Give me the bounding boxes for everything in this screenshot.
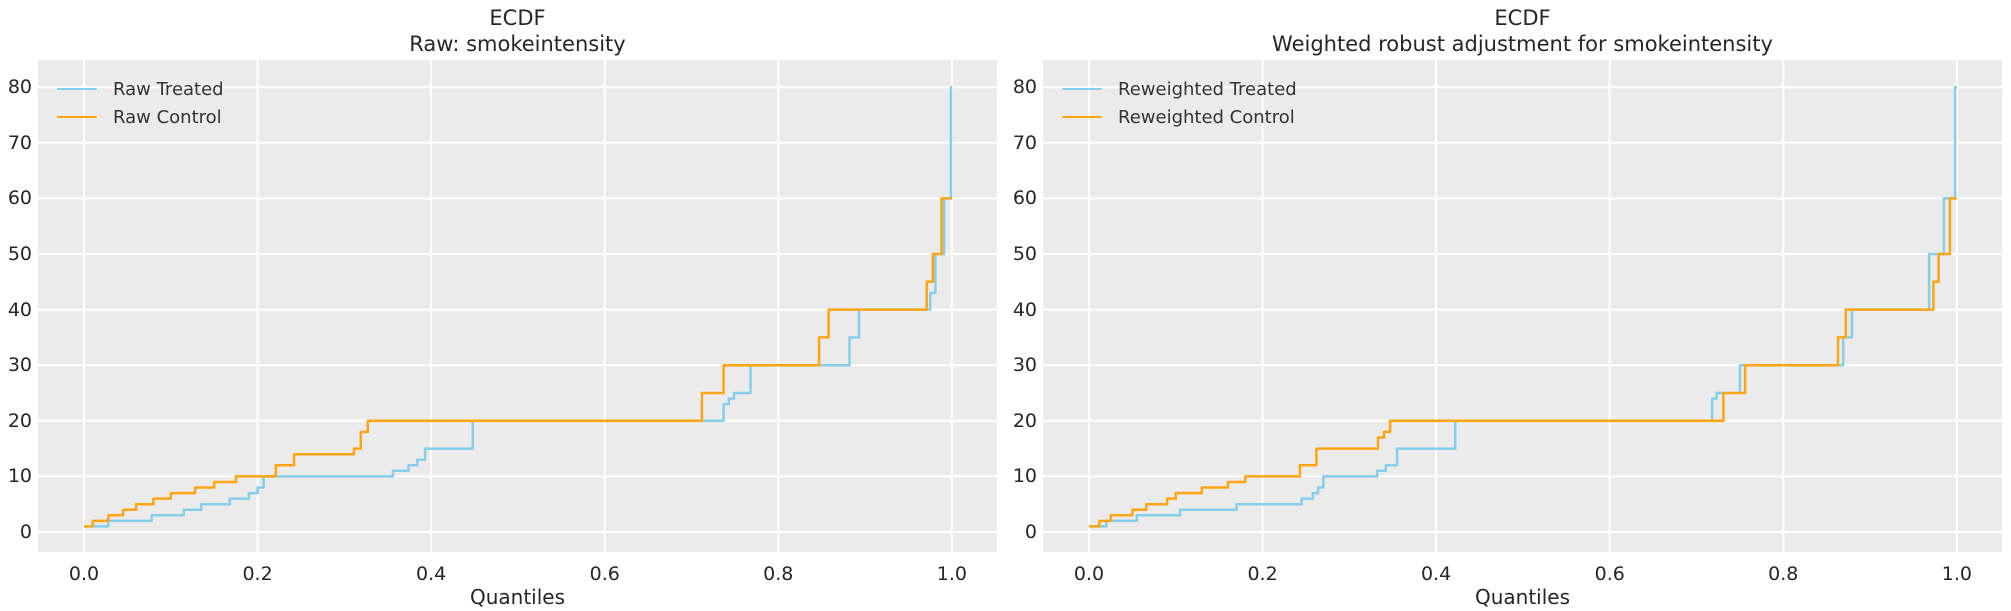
y-tick-label: 0 [1024,520,1037,543]
reweighted-treated-line [1089,85,1957,528]
x-tick-label: 0.4 [416,563,447,585]
y-tick-label: 70 [1012,131,1037,154]
y-tick-label: 60 [1012,187,1037,210]
x-tick-label: 0.6 [1594,563,1625,585]
chart-title-line1: ECDF [1494,6,1551,30]
x-tick-label: 0.2 [1247,563,1278,585]
x-axis-label: Quantiles [1474,585,1571,609]
y-tick-label: 40 [1012,298,1037,321]
ecdf-chart-raw: ECDF Raw: smokeintensity Raw Treated Raw… [0,0,1005,611]
y-tick-label: 70 [7,131,32,154]
x-tick-label: 0.0 [68,563,100,585]
legend-label: Raw Treated [113,78,224,100]
legend-label: Raw Control [113,106,222,128]
y-tick-label: 50 [1012,243,1037,266]
x-tick-label: 0.8 [1768,563,1799,585]
y-tick-label: 80 [1012,76,1037,99]
treated-line-swatch [57,87,97,91]
x-tick-label: 1.0 [936,563,967,585]
plot-area: Reweighted Treated Reweighted Control [1043,60,2002,552]
ecdf-chart-weighted: ECDF Weighted robust adjustment for smok… [1005,0,2010,611]
treated-line-swatch [1062,87,1102,91]
x-tick-label: 0.8 [763,563,794,585]
y-tick-label: 40 [7,298,32,321]
y-tick-label: 80 [7,76,32,99]
legend-label: Reweighted Control [1118,106,1295,128]
y-tick-label: 0 [19,520,32,543]
plot-canvas [38,60,997,552]
chart-title-line1: ECDF [489,6,546,30]
legend-item-treated: Raw Treated [57,75,224,103]
chart-title: ECDF Weighted robust adjustment for smok… [1043,5,2002,57]
legend-item-treated: Reweighted Treated [1062,75,1297,103]
x-tick-label: 0.0 [1073,563,1105,585]
raw-treated-line [84,85,953,528]
control-line-swatch [1062,115,1102,119]
x-axis-label: Quantiles [469,585,566,609]
legend: Raw Treated Raw Control [57,75,224,131]
plot-area: Raw Treated Raw Control [38,60,997,552]
y-tick-label: 20 [1012,409,1037,432]
y-tick-label: 50 [7,243,32,266]
legend: Reweighted Treated Reweighted Control [1062,75,1297,131]
y-tick-label: 20 [7,409,32,432]
plot-canvas [1043,60,2002,552]
legend-label: Reweighted Treated [1118,78,1297,100]
x-tick-label: 0.2 [242,563,273,585]
y-tick-label: 10 [7,465,32,488]
y-tick-label: 30 [7,354,32,377]
y-tick-label: 30 [1012,354,1037,377]
x-tick-label: 1.0 [1941,563,1972,585]
y-tick-label: 10 [1012,465,1037,488]
x-tick-label: 0.4 [1421,563,1452,585]
control-line-swatch [57,115,97,119]
chart-title: ECDF Raw: smokeintensity [38,5,997,57]
raw-control-line [84,197,952,528]
legend-item-control: Raw Control [57,103,224,131]
reweighted-control-line [1089,197,1957,528]
legend-item-control: Reweighted Control [1062,103,1297,131]
x-tick-label: 0.6 [589,563,620,585]
chart-title-line2: Raw: smokeintensity [409,32,626,56]
chart-title-line2: Weighted robust adjustment for smokeinte… [1272,32,1773,56]
y-tick-label: 60 [7,187,32,210]
